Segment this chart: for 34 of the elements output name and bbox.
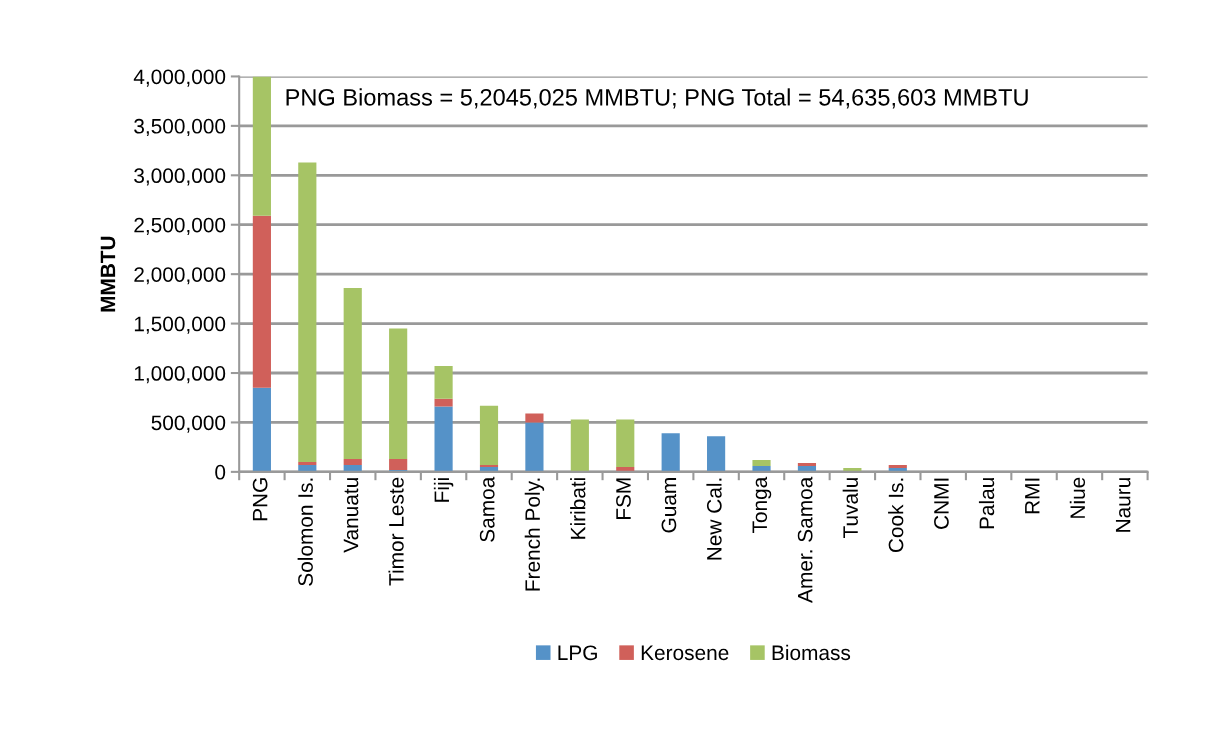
annotation: PNG Biomass = 5,2045,025 MMBTU; PNG Total = 54,635,603 MMBTU: [286, 88, 1028, 109]
y-tick-label: 3,000,000: [134, 168, 226, 186]
y-tick-label: 3,500,000: [134, 118, 226, 137]
x-tick-label: PNG: [252, 478, 268, 521]
x-tick-label: RMI: [1025, 478, 1040, 514]
x-tick-label: Nauru: [1115, 478, 1131, 532]
x-tick-label: Vanuatu: [343, 478, 359, 553]
y-tick-label: 0: [215, 464, 226, 480]
x-tick-label: Guam: [661, 478, 677, 533]
x-tick-label: Amer. Samoa: [797, 476, 813, 603]
x-tick-label: FSM: [616, 478, 631, 519]
y-tick-label: 2,500,000: [134, 217, 226, 235]
legend-label: Biomass: [772, 644, 851, 661]
x-tick-label: Kiribati: [570, 478, 586, 539]
legend-label: Kerosene: [641, 645, 729, 661]
x-tick-label: Solomon Is.: [297, 478, 313, 586]
x-tick-label: Palau: [978, 478, 995, 529]
y-tick-label: 500,000: [151, 415, 226, 433]
x-tick-label: New Cal.: [706, 478, 722, 560]
x-tick-label: Tonga: [752, 476, 772, 534]
x-tick-label: Niue: [1069, 477, 1086, 518]
x-tick-label: Tuvalu: [842, 478, 858, 539]
y-axis-title: MMBTU: [100, 236, 116, 312]
x-tick-label: CNMI: [934, 478, 949, 529]
legend-label: LPG: [558, 645, 597, 661]
x-tick-label: Fiji: [433, 478, 454, 502]
x-tick-label: Timor Leste: [388, 477, 404, 586]
y-tick-label: 1,500,000: [134, 316, 226, 334]
y-tick-label: 2,000,000: [134, 267, 226, 285]
x-tick-label: French Poly.: [524, 478, 545, 591]
x-tick-label: Samoa: [479, 476, 495, 542]
y-tick-label: 4,000,000: [133, 69, 226, 87]
y-tick-label: 1,000,000: [134, 366, 226, 384]
x-tick-label: Cook Is.: [888, 478, 904, 553]
